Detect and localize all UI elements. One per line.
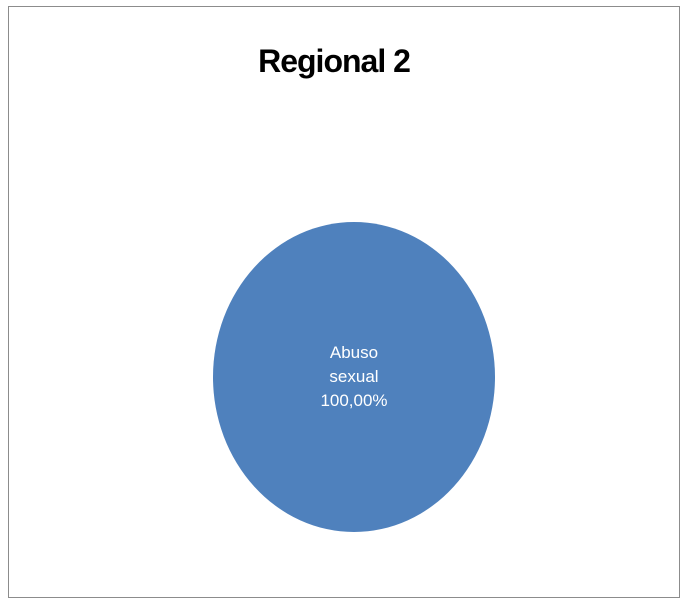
pie-slice-label-line: 100,00%: [320, 391, 387, 410]
pie-slice-label-0: Abuso sexual 100,00%: [320, 343, 387, 410]
chart-title: Regional 2: [258, 43, 411, 79]
pie-labels: Abuso sexual 100,00%: [320, 343, 387, 410]
pie-slice-label-line: sexual: [329, 367, 378, 386]
pie-slices: [213, 222, 495, 532]
pie-slice-0: [213, 222, 495, 532]
pie-slice-label-line: Abuso: [330, 343, 378, 362]
